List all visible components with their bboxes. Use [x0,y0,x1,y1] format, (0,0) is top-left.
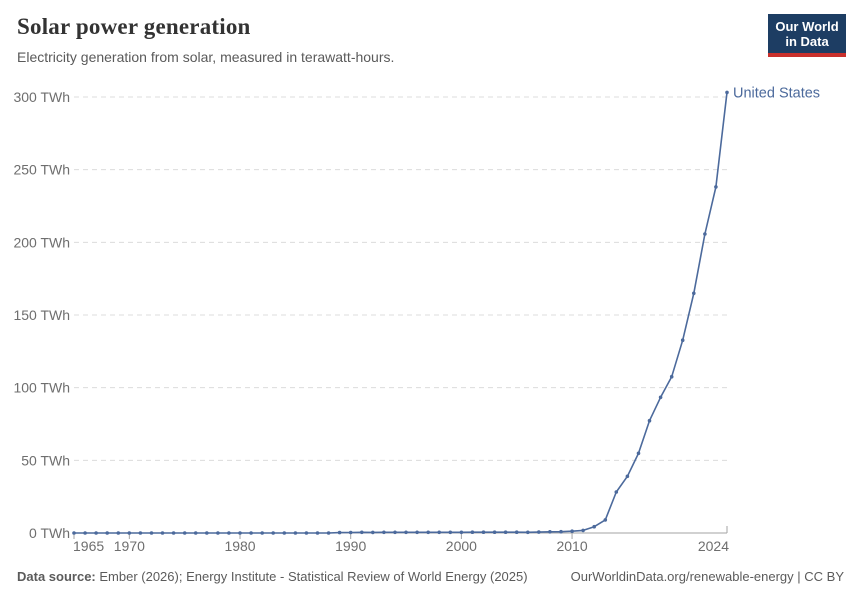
data-point[interactable] [426,530,431,535]
data-point[interactable] [448,530,453,535]
page-title: Solar power generation [17,14,251,39]
data-point[interactable] [680,338,685,343]
x-axis-label: 1970 [114,538,145,554]
data-point[interactable] [249,531,253,535]
data-point[interactable] [404,530,408,535]
y-axis-label: 200 TWh [13,234,70,250]
y-axis-label: 150 TWh [13,307,70,323]
data-point[interactable] [205,531,209,535]
data-point[interactable] [592,524,596,529]
data-point[interactable] [337,530,342,535]
data-point[interactable] [171,531,176,535]
data-point[interactable] [326,531,331,535]
footer-right: OurWorldinData.org/renewable-energy | CC… [571,569,844,584]
x-axis-label: 2010 [556,538,587,554]
chart-header: Solar power generation Electricity gener… [17,14,737,65]
data-point[interactable] [160,531,165,535]
data-point[interactable] [503,530,508,534]
data-point[interactable] [692,291,696,296]
data-point[interactable] [83,531,87,535]
owid-logo[interactable]: Our World in Data [768,14,846,57]
data-point[interactable] [382,530,386,535]
data-point[interactable] [625,474,630,479]
owid-logo-line2: in Data [785,34,829,49]
data-point[interactable] [116,531,121,535]
data-point[interactable] [260,531,265,535]
data-point[interactable] [514,530,519,534]
data-point[interactable] [94,531,98,535]
data-source: Data source: Ember (2026); Energy Instit… [17,569,528,584]
data-point[interactable] [581,528,585,533]
data-point[interactable] [537,530,541,534]
data-point[interactable] [725,90,729,95]
chart-footer: Data source: Ember (2026); Energy Instit… [17,569,844,584]
data-point[interactable] [570,529,574,533]
data-point[interactable] [315,531,320,535]
owid-logo-line1: Our World [775,19,839,34]
data-point[interactable] [393,530,397,535]
data-point[interactable] [669,374,674,379]
y-axis-label: 50 TWh [21,452,70,468]
data-point[interactable] [149,531,154,535]
y-axis-label: 100 TWh [13,380,70,396]
owid-logo-box: Our World in Data [768,14,846,53]
data-point[interactable] [647,418,652,423]
y-axis-label: 0 TWh [29,525,70,541]
data-point[interactable] [216,531,220,535]
data-point[interactable] [138,531,143,535]
data-point[interactable] [636,451,641,456]
data-point[interactable] [193,531,198,535]
data-point[interactable] [481,530,486,534]
data-point[interactable] [703,232,707,236]
data-point[interactable] [105,531,109,535]
x-axis-label: 2000 [446,538,477,554]
data-point[interactable] [603,518,608,522]
data-point[interactable] [271,531,276,535]
data-point[interactable] [614,490,619,494]
data-point[interactable] [348,530,353,535]
series-line-united-states[interactable] [73,91,728,534]
owid-link[interactable]: OurWorldinData.org/renewable-energy [570,569,794,584]
data-point[interactable] [437,530,442,535]
data-source-label: Data source: [17,569,96,584]
data-point[interactable] [526,530,530,535]
y-axis-label: 300 TWh [13,89,70,105]
data-point[interactable] [360,530,364,535]
data-point[interactable] [293,531,298,535]
x-axis-label: 2024 [698,538,729,554]
data-point[interactable] [72,531,76,535]
data-point[interactable] [470,530,475,534]
series-end-label[interactable]: United States [733,85,820,101]
data-point[interactable] [127,531,132,535]
data-point[interactable] [238,531,242,535]
data-point[interactable] [227,531,231,535]
owid-logo-stripe [768,53,846,57]
data-point[interactable] [559,529,563,534]
license-text: | CC BY [793,569,844,584]
x-axis-label: 1990 [335,538,366,554]
data-source-text: Ember (2026); Energy Institute - Statist… [95,569,528,584]
data-point[interactable] [658,395,663,400]
data-point[interactable] [304,531,309,535]
data-point[interactable] [459,530,464,535]
x-axis-label: 1980 [224,538,255,554]
data-point[interactable] [714,185,718,189]
data-point[interactable] [371,530,375,535]
data-point[interactable] [492,530,497,534]
data-point[interactable] [282,531,287,535]
chart-subtitle: Electricity generation from solar, measu… [17,49,395,65]
data-point[interactable] [415,530,419,535]
x-axis-label: 1965 [73,538,104,554]
y-axis-label: 250 TWh [13,162,70,178]
data-point[interactable] [548,530,552,534]
data-point[interactable] [182,531,187,535]
